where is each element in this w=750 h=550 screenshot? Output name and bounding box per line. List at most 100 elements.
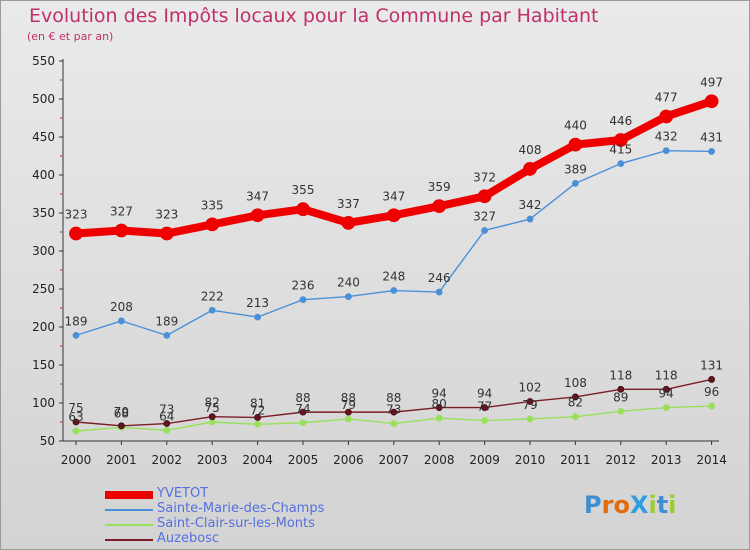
y-tick-label: 300 <box>32 244 55 258</box>
data-point <box>390 287 398 294</box>
x-tick-label: 2014 <box>696 453 727 467</box>
data-point <box>163 331 171 339</box>
data-label: 73 <box>159 403 174 417</box>
data-point <box>526 215 534 223</box>
x-tick-label: 2000 <box>61 453 92 467</box>
data-label: 80 <box>432 397 447 411</box>
data-label: 79 <box>522 398 537 412</box>
y-tick-label: 400 <box>32 168 55 182</box>
legend-item: YVETOT <box>105 487 435 502</box>
data-label: 77 <box>477 399 492 413</box>
data-point <box>390 408 398 416</box>
data-point <box>72 331 80 339</box>
legend-swatch <box>105 491 153 499</box>
legend-swatch <box>105 539 153 541</box>
y-tick-label: 100 <box>32 396 55 410</box>
legend-label: Saint-Clair-sur-les-Monts <box>157 516 315 531</box>
data-label: 240 <box>337 276 360 290</box>
data-label: 408 <box>519 143 542 157</box>
data-point <box>617 407 625 415</box>
data-label: 359 <box>428 180 451 194</box>
data-point <box>481 227 489 234</box>
data-point <box>613 133 628 147</box>
data-point <box>572 179 579 187</box>
data-point <box>299 408 307 416</box>
data-label: 131 <box>700 358 723 372</box>
data-label: 64 <box>159 409 174 423</box>
data-label: 431 <box>700 130 723 144</box>
data-label: 337 <box>337 197 360 211</box>
data-label: 497 <box>700 75 723 89</box>
data-point <box>296 202 310 217</box>
data-label: 68 <box>114 406 129 420</box>
data-point <box>205 217 220 232</box>
data-label: 446 <box>609 114 632 128</box>
data-point <box>572 393 579 401</box>
data-point <box>568 137 583 152</box>
data-label: 372 <box>473 170 496 184</box>
legend-label: YVETOT <box>157 486 209 501</box>
data-point <box>163 426 171 434</box>
data-label: 70 <box>114 405 129 419</box>
data-label: 335 <box>201 198 224 212</box>
data-label: 82 <box>205 396 220 410</box>
data-label: 75 <box>68 401 83 415</box>
x-tick-label: 2004 <box>242 453 273 467</box>
data-point <box>159 226 174 241</box>
legend-swatch <box>105 524 153 526</box>
data-point <box>254 420 262 428</box>
data-point <box>572 413 579 421</box>
data-label: 75 <box>205 401 220 415</box>
data-point <box>72 418 80 426</box>
chart-subtitle: (en € et par an) <box>27 30 114 43</box>
data-label: 72 <box>250 403 265 417</box>
data-point <box>704 94 719 109</box>
data-point <box>523 162 537 176</box>
data-label: 94 <box>659 387 674 401</box>
data-point <box>662 147 670 155</box>
x-tick-label: 2005 <box>288 453 319 467</box>
x-tick-label: 2001 <box>106 453 137 467</box>
data-label: 79 <box>341 398 356 412</box>
data-label: 102 <box>519 380 542 394</box>
chart-legend: YVETOT Sainte-Marie-des-Champs Saint-Clair… <box>105 487 435 547</box>
x-tick-label: 2007 <box>379 453 410 467</box>
data-label: 327 <box>473 209 496 223</box>
data-point <box>435 288 443 296</box>
data-point <box>662 385 670 393</box>
data-label: 342 <box>519 198 542 212</box>
data-point <box>208 306 216 314</box>
data-label: 108 <box>564 376 587 390</box>
data-label: 440 <box>564 119 587 133</box>
data-point <box>435 404 443 411</box>
data-point <box>526 398 534 405</box>
x-tick-label: 2003 <box>197 453 228 467</box>
data-point <box>386 208 401 223</box>
data-point <box>435 414 443 422</box>
data-label: 96 <box>704 385 719 399</box>
data-label: 323 <box>65 208 88 222</box>
data-label: 347 <box>382 189 405 203</box>
x-tick-label: 2008 <box>424 453 455 467</box>
data-point <box>69 226 83 241</box>
data-label: 248 <box>382 270 405 284</box>
data-point <box>481 417 489 424</box>
data-point <box>72 427 80 435</box>
data-label: 327 <box>110 204 133 218</box>
data-label: 88 <box>341 391 356 405</box>
legend-item: Auzebosc <box>105 532 435 547</box>
data-point <box>250 208 265 223</box>
data-label: 82 <box>568 396 583 410</box>
data-label: 236 <box>292 279 315 293</box>
data-label: 246 <box>428 271 451 285</box>
data-point <box>208 413 216 421</box>
legend-label: Auzebosc <box>157 531 220 546</box>
data-point <box>344 415 352 423</box>
data-label: 88 <box>386 391 401 405</box>
data-label: 389 <box>564 162 587 176</box>
legend-item: Sainte-Marie-des-Champs <box>105 502 435 517</box>
data-point <box>659 109 674 124</box>
data-point <box>662 404 670 411</box>
